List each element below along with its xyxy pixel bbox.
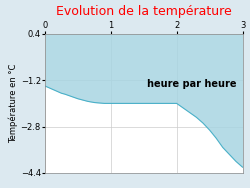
Y-axis label: Température en °C: Température en °C xyxy=(8,64,18,143)
Text: heure par heure: heure par heure xyxy=(147,79,236,89)
Title: Evolution de la température: Evolution de la température xyxy=(56,5,232,18)
